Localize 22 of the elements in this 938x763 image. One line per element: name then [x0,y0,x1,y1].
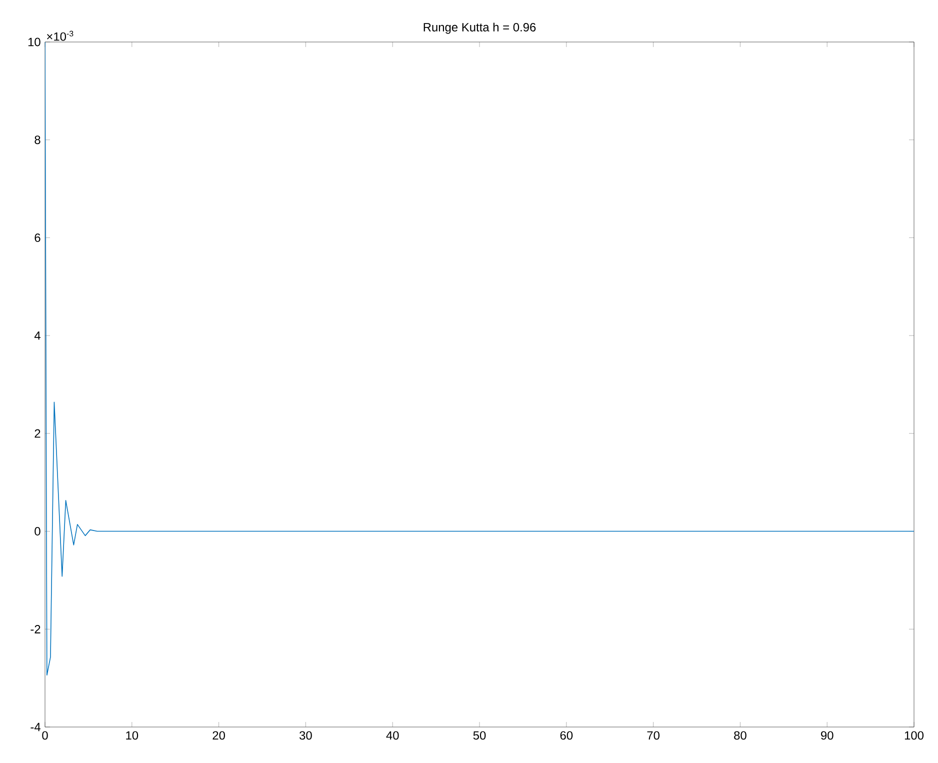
y-tick-label: 8 [34,136,40,144]
y-tick-label: 6 [34,233,40,242]
y-tick-label: 10 [28,38,40,46]
x-tick-label: 80 [734,731,746,740]
x-tick-label: 70 [647,731,660,740]
x-tick-label: 50 [473,731,486,740]
x-tick-label: 100 [904,731,924,740]
line-series [45,42,914,676]
x-tick-label: 0 [42,731,48,740]
chart-title: Runge Kutta h = 0.96 [424,22,536,34]
y-tick-label: 0 [34,527,40,536]
y-tick-label: -4 [30,722,40,732]
y-tick-label: 4 [34,331,40,340]
x-tick-label: 40 [386,731,399,740]
x-tick-label: 20 [212,731,225,740]
x-tick-label: 10 [126,731,138,740]
x-tick-label: 90 [821,731,834,740]
x-tick-label: 30 [300,731,312,740]
y-tick-label: 2 [34,429,40,438]
text: ×10$^{-3}$ [47,30,74,41]
y-tick-label: -2 [30,624,40,634]
x-tick-label: 60 [560,731,573,740]
